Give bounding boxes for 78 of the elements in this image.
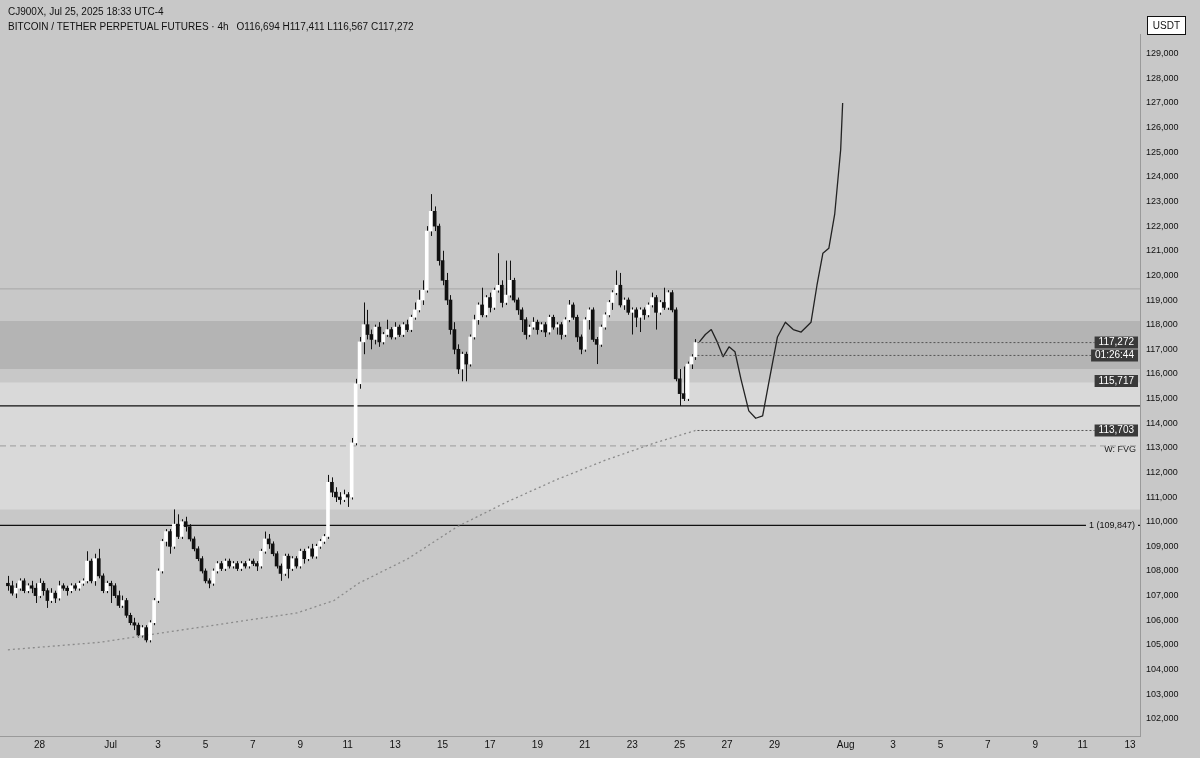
x-tick-label: 13: [389, 738, 402, 750]
candlestick: [665, 289, 670, 311]
x-tick-label: 21: [579, 738, 591, 750]
x-tick-label: 29: [768, 738, 781, 750]
y-tick-label: 118,000: [1146, 319, 1178, 330]
annotation: 117,272: [1098, 336, 1135, 348]
x-tick-label: 17: [484, 738, 496, 750]
candlestick: [85, 550, 89, 584]
annotation: 01:26:44: [1095, 349, 1135, 361]
candlestick: [330, 476, 334, 498]
x-tick-label: 7: [250, 738, 257, 750]
y-tick-label: 107,000: [1146, 590, 1179, 601]
candlestick: [503, 260, 508, 306]
x-tick-label: 5: [202, 738, 209, 750]
candlestick: [662, 287, 666, 311]
ref-line-label: 1 (109,847): [1088, 519, 1135, 530]
x-tick-label: 9: [297, 738, 304, 750]
x-tick-label: 9: [1032, 738, 1039, 750]
y-tick-label: 103,000: [1146, 688, 1179, 699]
x-tick-label: 19: [531, 738, 544, 750]
band-label: W: FVG: [1104, 444, 1136, 455]
candlestick: [175, 513, 180, 540]
x-tick-label: 11: [1077, 738, 1089, 750]
x-tick-label: 3: [890, 738, 897, 750]
x-tick-label: 13: [1124, 738, 1137, 750]
x-tick-label: 3: [155, 738, 162, 750]
x-tick-label: 27: [721, 738, 734, 750]
text: CJ900X, Jul 25, 2025 18:33 UTC-4: [8, 5, 165, 19]
y-tick-label: 102,000: [1146, 713, 1179, 724]
x-tick-label: 23: [626, 738, 639, 750]
y-tick-label: 120,000: [1146, 269, 1179, 280]
x-tick-label: 5: [937, 738, 944, 750]
candlestick: [480, 287, 484, 318]
annotation: 113,703: [1098, 424, 1135, 436]
candlestick: [179, 518, 184, 540]
y-tick-label: 109,000: [1146, 540, 1179, 551]
x-tick-label: 7: [985, 738, 992, 750]
x-tick-label: 15: [437, 738, 449, 750]
y-tick-label: 125,000: [1146, 146, 1179, 157]
y-tick-label: 116,000: [1146, 368, 1178, 379]
candlestick: [681, 366, 686, 402]
y-tick-label: 105,000: [1146, 639, 1179, 650]
y-tick-label: 117,000: [1146, 343, 1178, 354]
y-tick-label: 106,000: [1146, 614, 1179, 625]
y-tick-label: 123,000: [1146, 195, 1179, 206]
y-axis-title: USDT: [1146, 16, 1186, 35]
x-tick-label: Jul: [104, 738, 118, 750]
y-tick-label: 115,000: [1146, 393, 1178, 404]
chart-subtitle: O116,694 H117,411 L116,567 C117,272: [236, 21, 414, 32]
y-tick-label: 122,000: [1146, 220, 1179, 231]
y-tick-label: 114,000: [1146, 417, 1178, 428]
y-tick-label: 124,000: [1146, 171, 1179, 182]
y-tick-label: 113,000: [1146, 442, 1178, 453]
candlestick: [638, 306, 642, 333]
y-tick-label: 111,000: [1146, 491, 1178, 502]
candlestick: [488, 292, 492, 313]
candlestick: [460, 351, 465, 382]
x-tick-label: 11: [342, 738, 354, 750]
x-tick-label: 25: [674, 738, 686, 750]
line-series: [7, 429, 697, 651]
y-tick-label: 108,000: [1146, 565, 1179, 576]
candlestick: [93, 553, 97, 587]
y-tick-label: 128,000: [1146, 72, 1179, 83]
y-tick-label: 129,000: [1146, 48, 1179, 59]
annotation: 115,717: [1098, 374, 1135, 386]
y-tick-label: 104,000: [1146, 663, 1179, 674]
y-tick-label: 127,000: [1146, 97, 1179, 108]
y-tick-label: 110,000: [1146, 516, 1178, 527]
x-tick-label: 28: [33, 738, 46, 750]
candlestick: [89, 558, 93, 584]
y-tick-label: 119,000: [1146, 294, 1178, 305]
chart-title: BITCOIN / TETHER PERPETUAL FUTURES · 4h: [8, 21, 229, 32]
candlestick: [464, 351, 469, 382]
y-tick-label: 126,000: [1146, 122, 1179, 133]
y-tick-label: 121,000: [1146, 245, 1179, 256]
x-tick-label: Aug: [836, 738, 855, 750]
y-tick-label: 112,000: [1146, 466, 1178, 477]
candlestick: [492, 287, 496, 311]
